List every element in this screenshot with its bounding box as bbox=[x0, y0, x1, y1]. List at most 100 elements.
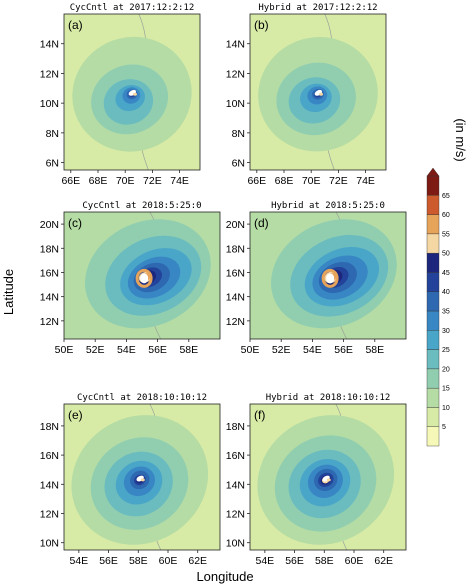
storm-eye bbox=[140, 273, 149, 284]
x-tick-label: 52E bbox=[86, 344, 105, 356]
colorbar-tick-label: 60 bbox=[442, 212, 450, 219]
y-tick-label: 10N bbox=[226, 98, 245, 110]
panel-a: CycCntl at 2017:12:2:12 (a) 66E 68E 70E 72E 74… bbox=[40, 3, 201, 187]
x-tick-label: 58E bbox=[315, 555, 334, 567]
colorbar-swatch bbox=[426, 330, 440, 350]
x-tick-label: 50E bbox=[55, 344, 74, 356]
x-tick-label: 62E bbox=[374, 555, 393, 567]
x-tick-label: 58E bbox=[129, 555, 148, 567]
y-tick-label: 20N bbox=[40, 219, 59, 231]
colorbar-tick-label: 15 bbox=[442, 386, 450, 393]
x-tick-label: 58E bbox=[179, 344, 198, 356]
colorbar-swatch bbox=[426, 407, 440, 427]
storm-eye bbox=[326, 273, 335, 284]
panels-group: CycCntl at 2017:12:2:12 (a) 66E 68E 70E 72E 74… bbox=[40, 3, 407, 567]
colorbar-tick-label: 55 bbox=[442, 231, 450, 238]
y-tick-label: 16N bbox=[40, 450, 59, 462]
x-tick-label: 60E bbox=[159, 555, 178, 567]
colorbar-tick-label: 20 bbox=[442, 366, 450, 373]
x-tick-label: 62E bbox=[188, 555, 207, 567]
colorbar-swatch bbox=[426, 252, 440, 273]
x-tick-label: 50E bbox=[241, 344, 260, 356]
colorbar-tick-label: 45 bbox=[442, 270, 450, 277]
x-tick-label: 54E bbox=[256, 555, 275, 567]
y-tick-label: 10N bbox=[40, 538, 59, 550]
y-tick-label: 14N bbox=[226, 39, 245, 51]
y-tick-label: 14N bbox=[226, 292, 245, 304]
y-tick-label: 12N bbox=[226, 68, 245, 80]
eyewall bbox=[319, 92, 323, 96]
colorbar-swatch bbox=[426, 349, 440, 370]
y-tick-label: 20N bbox=[226, 219, 245, 231]
panel-title: Hybrid at 2018:10:10:12 bbox=[266, 393, 391, 403]
colorbar-swatch bbox=[426, 272, 440, 292]
y-tick-label: 14N bbox=[40, 39, 59, 51]
x-tick-label: 72E bbox=[143, 175, 162, 187]
panel-frame bbox=[249, 211, 407, 340]
y-tick-label: 14N bbox=[40, 292, 59, 304]
panel-label: (c) bbox=[68, 216, 82, 230]
colorbar-tick-label: 35 bbox=[442, 309, 450, 316]
y-tick-label: 16N bbox=[226, 450, 245, 462]
colorbar-swatch bbox=[426, 175, 440, 196]
y-axis-label: Latitude bbox=[1, 269, 16, 315]
panel-c: CycCntl at 2018:5:25:0(c) 50E 52E 54E 56E 58E… bbox=[40, 201, 221, 356]
x-tick-label: 56E bbox=[334, 344, 353, 356]
y-tick-label: 12N bbox=[40, 68, 59, 80]
x-axis-label: Longitude bbox=[196, 569, 253, 584]
y-tick-label: 10N bbox=[226, 538, 245, 550]
colorbar-tick-label: 65 bbox=[442, 193, 450, 200]
x-tick-label: 66E bbox=[61, 175, 80, 187]
y-tick-label: 12N bbox=[226, 316, 245, 328]
y-tick-label: 8N bbox=[232, 128, 245, 140]
colorbar-tick-label: 50 bbox=[442, 251, 450, 258]
panel-title: CycCntl at 2018:5:25:0 bbox=[82, 201, 201, 211]
x-tick-label: 60E bbox=[345, 555, 364, 567]
colorbar-tick-label: 25 bbox=[442, 347, 450, 354]
eyewall bbox=[133, 92, 137, 96]
colorbar-tick-label: 40 bbox=[442, 289, 450, 296]
panel-f: Hybrid at 2018:10:10:12(f) 54E 56E 58E 60E 62… bbox=[226, 393, 407, 567]
x-tick-label: 72E bbox=[329, 175, 348, 187]
y-tick-label: 6N bbox=[232, 158, 245, 170]
eyewall bbox=[326, 478, 331, 482]
y-tick-label: 8N bbox=[46, 128, 59, 140]
y-tick-label: 14N bbox=[226, 479, 245, 491]
eyewall bbox=[135, 268, 153, 288]
panel-label: (a) bbox=[68, 18, 83, 32]
panel-e: CycCntl at 2018:10:10:12 (e) 54E 56E 58E 60E 6… bbox=[40, 393, 221, 567]
y-tick-label: 12N bbox=[40, 316, 59, 328]
y-tick-label: 10N bbox=[40, 98, 59, 110]
panel-label: (b) bbox=[254, 18, 269, 32]
y-tick-label: 16N bbox=[40, 267, 59, 279]
panel-label: (d) bbox=[254, 216, 269, 230]
colorbar-swatch bbox=[426, 387, 440, 408]
x-tick-label: 56E bbox=[148, 344, 167, 356]
panel-frame bbox=[63, 13, 201, 171]
panel-d: Hybrid at 2018:5:25:0(d) 50E 52E 54E 56E 58E 2… bbox=[226, 201, 407, 356]
x-tick-label: 56E bbox=[285, 555, 304, 567]
panel-b: Hybrid at 2017:12:2:12 (b) 66E 68E 70E 72E 74E… bbox=[226, 3, 387, 187]
y-tick-label: 12N bbox=[226, 509, 245, 521]
colorbar-swatch bbox=[426, 368, 440, 389]
x-tick-label: 56E bbox=[99, 555, 118, 567]
colorbar-swatch bbox=[426, 214, 440, 235]
wind-speed-field bbox=[250, 404, 406, 550]
x-tick-label: 66E bbox=[247, 175, 266, 187]
panel-title: Hybrid at 2017:12:2:12 bbox=[258, 3, 377, 13]
x-tick-label: 74E bbox=[170, 175, 189, 187]
wind-speed-field bbox=[64, 14, 200, 170]
panel-title: CycCntl at 2017:12:2:12 bbox=[70, 3, 195, 13]
y-tick-label: 18N bbox=[40, 243, 59, 255]
panel-frame bbox=[63, 211, 221, 340]
panel-label: (f) bbox=[254, 408, 265, 422]
y-tick-label: 12N bbox=[40, 509, 59, 521]
colorbar-swatch bbox=[426, 310, 440, 331]
panel-title: Hybrid at 2018:5:25:0 bbox=[271, 201, 385, 211]
colorbar-swatch bbox=[426, 233, 440, 254]
panel-frame bbox=[249, 403, 407, 551]
x-tick-label: 70E bbox=[116, 175, 135, 187]
eyewall bbox=[140, 478, 145, 482]
wind-speed-field bbox=[250, 14, 386, 170]
colorbar: 5 10 15 20 25 30 35 40 45 50 55 60 65 bbox=[426, 167, 450, 447]
